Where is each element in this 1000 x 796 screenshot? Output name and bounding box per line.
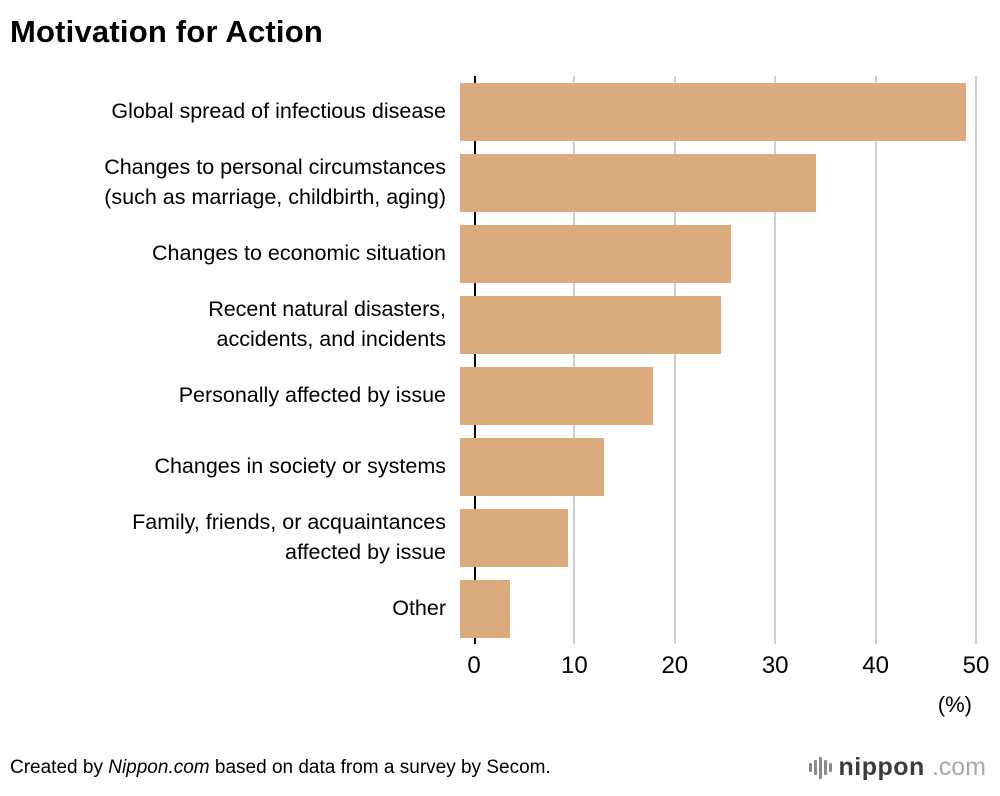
footer: Created by Nippon.com based on data from… (0, 753, 1000, 796)
bar-row: Changes to economic situation (0, 218, 1000, 289)
gridline (573, 76, 576, 644)
gridline (774, 76, 777, 644)
bar (460, 295, 722, 354)
bar (460, 437, 605, 496)
soundwave-icon (808, 756, 832, 779)
bar-row: Personally affected by issue (0, 360, 1000, 431)
credit-suffix: based on data from a survey by Secom. (209, 756, 551, 778)
bar-track (460, 579, 976, 638)
logo-text-main: nippon (838, 753, 925, 781)
page-title: Motivation for Action (10, 14, 324, 49)
bar (460, 508, 569, 567)
bar-row: Recent natural disasters, accidents, and… (0, 289, 1000, 360)
bar (460, 579, 510, 638)
bar-row: Changes to personal circumstances (such … (0, 147, 1000, 218)
category-label: Changes to economic situation (151, 240, 446, 265)
x-axis-ticks: 0 10 20 30 40 50 (467, 652, 989, 686)
bar (460, 224, 732, 283)
bar-rows: Global spread of infectious disease Chang… (0, 76, 1000, 644)
grid-layer (474, 76, 977, 644)
bar-row: Global spread of infectious disease (0, 76, 1000, 147)
gridline (874, 76, 877, 644)
x-axis-line (474, 76, 476, 644)
gridline (975, 76, 977, 644)
gridline (673, 76, 676, 644)
bar-track (460, 508, 976, 567)
category-label: Global spread of infectious disease (111, 98, 446, 123)
axis-tick-label: 10 (561, 652, 588, 679)
category-label: Personally affected by issue (178, 382, 446, 407)
axis-tick-label: 0 (467, 652, 481, 679)
axis-tick-label: 30 (761, 652, 789, 679)
bar-track (460, 366, 976, 425)
nippon-logo: nippon .com (808, 753, 986, 782)
bar (460, 366, 653, 425)
bar-row: Changes in society or systems (0, 431, 1000, 502)
credit-source: Nippon.com (108, 756, 210, 778)
category-label: Recent natural disasters, accidents, and… (208, 296, 446, 351)
axis-unit-label: (%) (937, 692, 972, 717)
footer-credit: Created by Nippon.com based on data from… (10, 757, 551, 779)
bar-track (460, 153, 976, 212)
bar (460, 153, 817, 212)
category-label: Changes in society or systems (154, 453, 446, 478)
bar-track (460, 295, 976, 354)
category-label: Changes to personal circumstances (such … (104, 154, 446, 209)
credit-prefix: Created by (10, 756, 109, 778)
logo-text-tld: .com (931, 753, 986, 781)
bar-chart: Global spread of infectious disease Chang… (0, 76, 1000, 644)
bar-row: Family, friends, or acquaintances affect… (0, 502, 1000, 573)
category-label: Family, friends, or acquaintances affect… (132, 509, 446, 564)
bar-row: Other (0, 573, 1000, 644)
bar-track (460, 82, 976, 141)
bar (460, 82, 966, 141)
bar-track (460, 437, 976, 496)
bar-track (460, 224, 976, 283)
axis-tick-label: 20 (661, 652, 689, 679)
category-label: Other (392, 595, 446, 620)
axis-tick-label: 40 (862, 652, 889, 679)
axis-tick-label: 50 (962, 652, 990, 679)
